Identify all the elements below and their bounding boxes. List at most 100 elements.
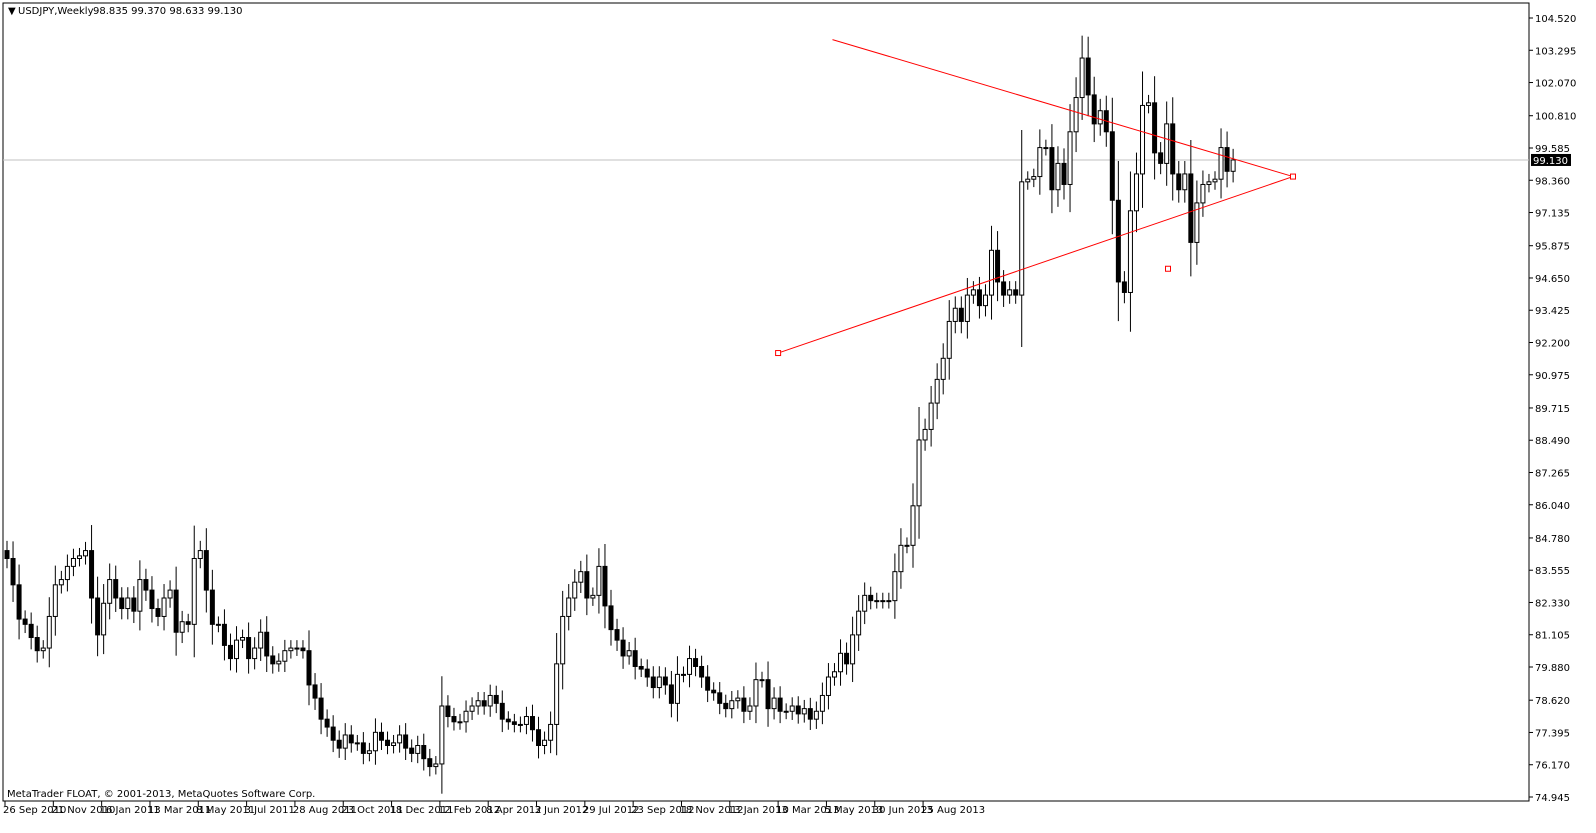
anchor-handle-mid[interactable] — [1165, 265, 1171, 272]
bear-candle-body — [348, 734, 354, 744]
candle — [161, 584, 167, 631]
candles — [4, 35, 1236, 794]
candle — [825, 663, 831, 710]
candle — [602, 544, 608, 629]
y-tick-label: 102.070 — [1535, 79, 1576, 90]
candle — [656, 666, 662, 699]
candle — [777, 686, 783, 724]
anchor-handle-right[interactable] — [1290, 173, 1296, 180]
bull-candle-body — [850, 634, 856, 665]
plot-area — [2, 2, 1530, 802]
candle — [179, 610, 185, 644]
candle — [916, 407, 922, 539]
candle — [995, 231, 1001, 302]
bear-candle-body — [445, 705, 451, 718]
triangle-pattern[interactable] — [775, 39, 1296, 357]
bull-candle-body — [101, 602, 107, 636]
bull-candle-body — [469, 705, 475, 712]
candle — [807, 697, 813, 730]
candle — [1188, 139, 1194, 277]
bull-candle-body — [1067, 131, 1073, 185]
bull-candle-body — [989, 249, 995, 296]
bull-candle-body — [831, 671, 837, 678]
y-tick-label: 98.360 — [1535, 176, 1570, 187]
candle — [4, 540, 10, 569]
candle — [318, 683, 324, 735]
bull-candle-body — [372, 731, 378, 752]
bear-candle-body — [246, 637, 252, 660]
bull-candle-body — [940, 357, 946, 380]
candle — [342, 723, 348, 760]
candle — [125, 587, 131, 620]
candle — [554, 633, 560, 756]
candle — [1019, 129, 1025, 347]
candle — [1164, 101, 1170, 186]
bear-candle-body — [221, 623, 227, 646]
bear-candle-body — [324, 718, 330, 728]
header-triangle-icon[interactable]: ▼ — [8, 6, 16, 17]
candle — [729, 690, 735, 719]
bull-candle-body — [964, 294, 970, 322]
candle — [626, 641, 632, 665]
candle — [566, 584, 572, 631]
candle — [1055, 146, 1061, 207]
x-tick-label: 18 Dec 2011 — [390, 805, 454, 816]
candle — [844, 642, 850, 675]
bull-candle-body — [391, 742, 397, 747]
bull-candle-body — [771, 697, 777, 710]
bear-candle-body — [409, 747, 415, 754]
bear-candle-body — [330, 726, 336, 741]
current-price-label: 99.130 — [1533, 156, 1568, 167]
y-tick-label: 95.875 — [1535, 242, 1570, 253]
copyright-text: MetaTrader FLOAT, © 2001-2013, MetaQuote… — [7, 789, 315, 800]
bull-candle-body — [554, 663, 560, 725]
bear-candle-body — [608, 605, 614, 631]
bear-candle-body — [995, 249, 1001, 283]
bull-candle-body — [415, 745, 421, 754]
candle — [862, 582, 868, 625]
bull-candle-body — [904, 544, 910, 547]
lower-trendline[interactable] — [777, 176, 1294, 354]
candle — [1031, 168, 1037, 188]
bear-candle-body — [28, 623, 34, 639]
bear-candle-body — [493, 694, 499, 704]
candle — [747, 697, 753, 720]
candle — [1073, 77, 1079, 153]
bull-candle-body — [892, 571, 898, 602]
candle — [765, 661, 771, 727]
candle — [856, 595, 862, 651]
bull-candle-body — [366, 750, 372, 754]
anchor-handle-bottom[interactable] — [775, 350, 782, 357]
bear-candle-body — [1001, 281, 1007, 296]
bull-candle-body — [342, 734, 348, 749]
bull-candle-body — [578, 571, 584, 583]
bear-candle-body — [976, 289, 982, 307]
bull-candle-body — [982, 294, 988, 307]
bull-candle-body — [1182, 173, 1188, 191]
bull-candle-body — [1230, 159, 1236, 172]
candle — [922, 418, 928, 451]
candle — [536, 716, 542, 759]
upper-trendline[interactable] — [832, 39, 1294, 178]
bear-candle-body — [1085, 57, 1091, 96]
bull-candle-body — [1127, 210, 1133, 293]
bear-candle-body — [300, 647, 306, 652]
bear-candle-body — [481, 700, 487, 707]
candle — [1043, 139, 1049, 156]
bear-candle-body — [1109, 131, 1115, 201]
candle — [771, 687, 777, 720]
bear-candle-body — [312, 684, 318, 699]
candle — [850, 616, 856, 683]
bear-candle-body — [662, 676, 668, 686]
bear-candle-body — [427, 758, 433, 768]
bull-candle-body — [783, 710, 789, 713]
y-tick-label: 84.780 — [1535, 534, 1570, 545]
candle — [378, 722, 384, 750]
candle — [1025, 171, 1031, 190]
candle — [753, 662, 759, 724]
candle — [940, 343, 946, 395]
bull-candle-body — [656, 676, 662, 689]
candle — [107, 563, 113, 620]
bull-candle-body — [167, 589, 173, 599]
